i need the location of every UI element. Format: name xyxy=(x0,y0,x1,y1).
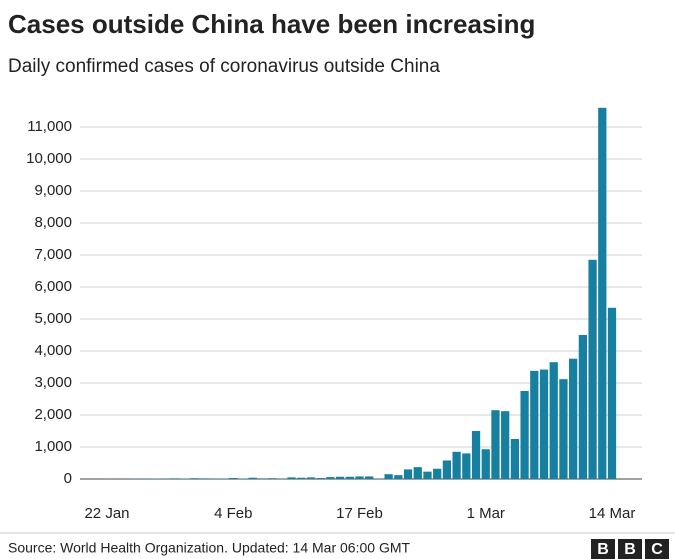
bar xyxy=(510,439,520,479)
logo-letter: C xyxy=(651,541,663,558)
bar xyxy=(549,362,558,479)
bar xyxy=(491,410,500,479)
source: Source: World Health Organization. Updat… xyxy=(8,540,410,556)
bar xyxy=(365,476,374,479)
x-tick-label: 14 Mar xyxy=(589,505,636,522)
y-tick-label: 7,000 xyxy=(34,246,72,263)
logo-box xyxy=(645,539,669,559)
bar xyxy=(539,369,549,479)
bar xyxy=(423,471,432,479)
y-tick-label: 8,000 xyxy=(34,214,72,231)
chart-subtitle: Daily confirmed cases of coronavirus out… xyxy=(8,56,440,77)
bar xyxy=(452,451,461,479)
bar xyxy=(462,453,471,479)
y-tick-label: 0 xyxy=(64,470,72,487)
bar xyxy=(598,107,607,480)
bar xyxy=(267,478,277,479)
bar xyxy=(442,460,452,479)
bar xyxy=(287,477,296,479)
x-tick-label: 1 Mar xyxy=(467,505,505,522)
bar xyxy=(297,477,306,479)
y-tick-label: 11,000 xyxy=(27,118,72,135)
bar xyxy=(248,477,257,479)
bar xyxy=(481,449,490,479)
x-tick-label: 22 Jan xyxy=(84,505,129,522)
logo-letter: B xyxy=(597,541,609,558)
y-tick-label: 9,000 xyxy=(34,182,72,199)
y-tick-label: 1,000 xyxy=(34,438,72,455)
bar xyxy=(569,358,578,479)
x-tick-label: 17 Feb xyxy=(336,505,383,522)
bar xyxy=(316,478,325,479)
y-tick-label: 5,000 xyxy=(34,310,72,327)
bar xyxy=(335,476,345,479)
bar xyxy=(258,478,267,479)
bar xyxy=(433,468,442,479)
bar xyxy=(607,307,617,479)
bar xyxy=(199,478,209,479)
logo-box xyxy=(591,539,615,559)
y-tick-label: 2,000 xyxy=(34,406,72,423)
chart-title: Cases outside China have been increasing xyxy=(8,9,535,39)
y-tick-label: 6,000 xyxy=(34,278,72,295)
bar xyxy=(326,477,335,479)
bar xyxy=(559,379,568,479)
y-tick-label: 3,000 xyxy=(34,374,72,391)
bar xyxy=(578,335,587,479)
x-tick-label: 4 Feb xyxy=(214,505,252,522)
bar xyxy=(413,467,422,479)
bar xyxy=(530,370,539,479)
logo-letter: B xyxy=(624,541,636,558)
bar xyxy=(229,478,238,479)
bar xyxy=(471,431,481,479)
bar xyxy=(345,476,354,479)
y-tick-label: 4,000 xyxy=(34,342,72,359)
bar xyxy=(394,475,403,479)
bar xyxy=(588,259,597,479)
y-tick-label: 10,000 xyxy=(26,150,72,167)
bar xyxy=(384,474,393,479)
bar xyxy=(501,411,510,479)
bar xyxy=(520,391,529,479)
logo-box xyxy=(618,539,642,559)
bar xyxy=(170,478,180,479)
bar xyxy=(190,478,199,479)
bar xyxy=(355,476,364,479)
bar xyxy=(403,469,413,479)
bar xyxy=(306,477,316,479)
